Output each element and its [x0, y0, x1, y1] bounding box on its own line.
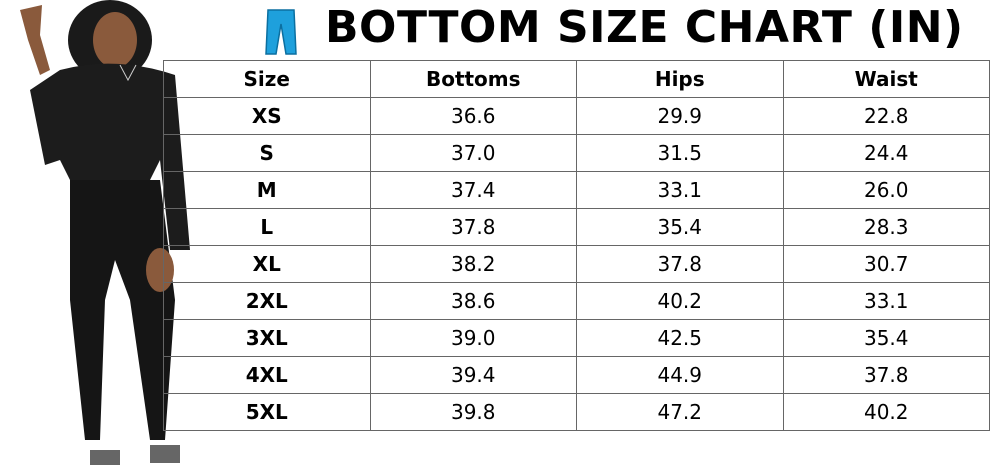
value-cell: 37.8: [576, 245, 784, 283]
value-cell: 38.2: [369, 245, 577, 283]
table-row: 4XL 39.4 44.9 37.8: [163, 356, 990, 394]
value-cell: 39.8: [369, 393, 577, 431]
header-row: Size Bottoms Hips Waist: [163, 60, 990, 98]
table-row: L 37.8 35.4 28.3: [163, 208, 990, 246]
size-cell: 4XL: [163, 356, 371, 394]
table-row: 5XL 39.8 47.2 40.2: [163, 393, 990, 431]
size-cell: L: [163, 208, 371, 246]
value-cell: 37.8: [782, 356, 990, 394]
table-row: M 37.4 33.1 26.0: [163, 171, 990, 209]
size-cell: XL: [163, 245, 371, 283]
value-cell: 39.4: [369, 356, 577, 394]
value-cell: 33.1: [782, 282, 990, 320]
header-cell: Size: [163, 60, 371, 98]
value-cell: 26.0: [782, 171, 990, 209]
value-cell: 35.4: [576, 208, 784, 246]
size-cell: XS: [163, 97, 371, 135]
header-cell: Hips: [576, 60, 784, 98]
value-cell: 40.2: [576, 282, 784, 320]
size-cell: M: [163, 171, 371, 209]
title: BOTTOM SIZE CHART (IN): [325, 2, 964, 53]
value-cell: 39.0: [369, 319, 577, 357]
size-cell: 5XL: [163, 393, 371, 431]
value-cell: 47.2: [576, 393, 784, 431]
value-cell: 40.2: [782, 393, 990, 431]
value-cell: 35.4: [782, 319, 990, 357]
header-cell: Bottoms: [369, 60, 577, 98]
size-cell: 3XL: [163, 319, 371, 357]
value-cell: 24.4: [782, 134, 990, 172]
value-cell: 36.6: [369, 97, 577, 135]
value-cell: 29.9: [576, 97, 784, 135]
value-cell: 38.6: [369, 282, 577, 320]
value-cell: 33.1: [576, 171, 784, 209]
size-cell: 2XL: [163, 282, 371, 320]
value-cell: 44.9: [576, 356, 784, 394]
pants-icon: [265, 9, 297, 55]
size-cell: S: [163, 134, 371, 172]
value-cell: 37.8: [369, 208, 577, 246]
value-cell: 31.5: [576, 134, 784, 172]
header-cell: Waist: [782, 60, 990, 98]
value-cell: 22.8: [782, 97, 990, 135]
table-row: XL 38.2 37.8 30.7: [163, 245, 990, 283]
size-table: Size Bottoms Hips Waist XS 36.6 29.9 22.8 S 37.0 3…: [163, 60, 990, 431]
value-cell: 37.0: [369, 134, 577, 172]
table-row: 2XL 38.6 40.2 33.1: [163, 282, 990, 320]
model-photo: [20, 0, 190, 465]
value-cell: 30.7: [782, 245, 990, 283]
value-cell: 37.4: [369, 171, 577, 209]
table-row: XS 36.6 29.9 22.8: [163, 97, 990, 135]
table-row: 3XL 39.0 42.5 35.4: [163, 319, 990, 357]
table-row: S 37.0 31.5 24.4: [163, 134, 990, 172]
value-cell: 28.3: [782, 208, 990, 246]
value-cell: 42.5: [576, 319, 784, 357]
